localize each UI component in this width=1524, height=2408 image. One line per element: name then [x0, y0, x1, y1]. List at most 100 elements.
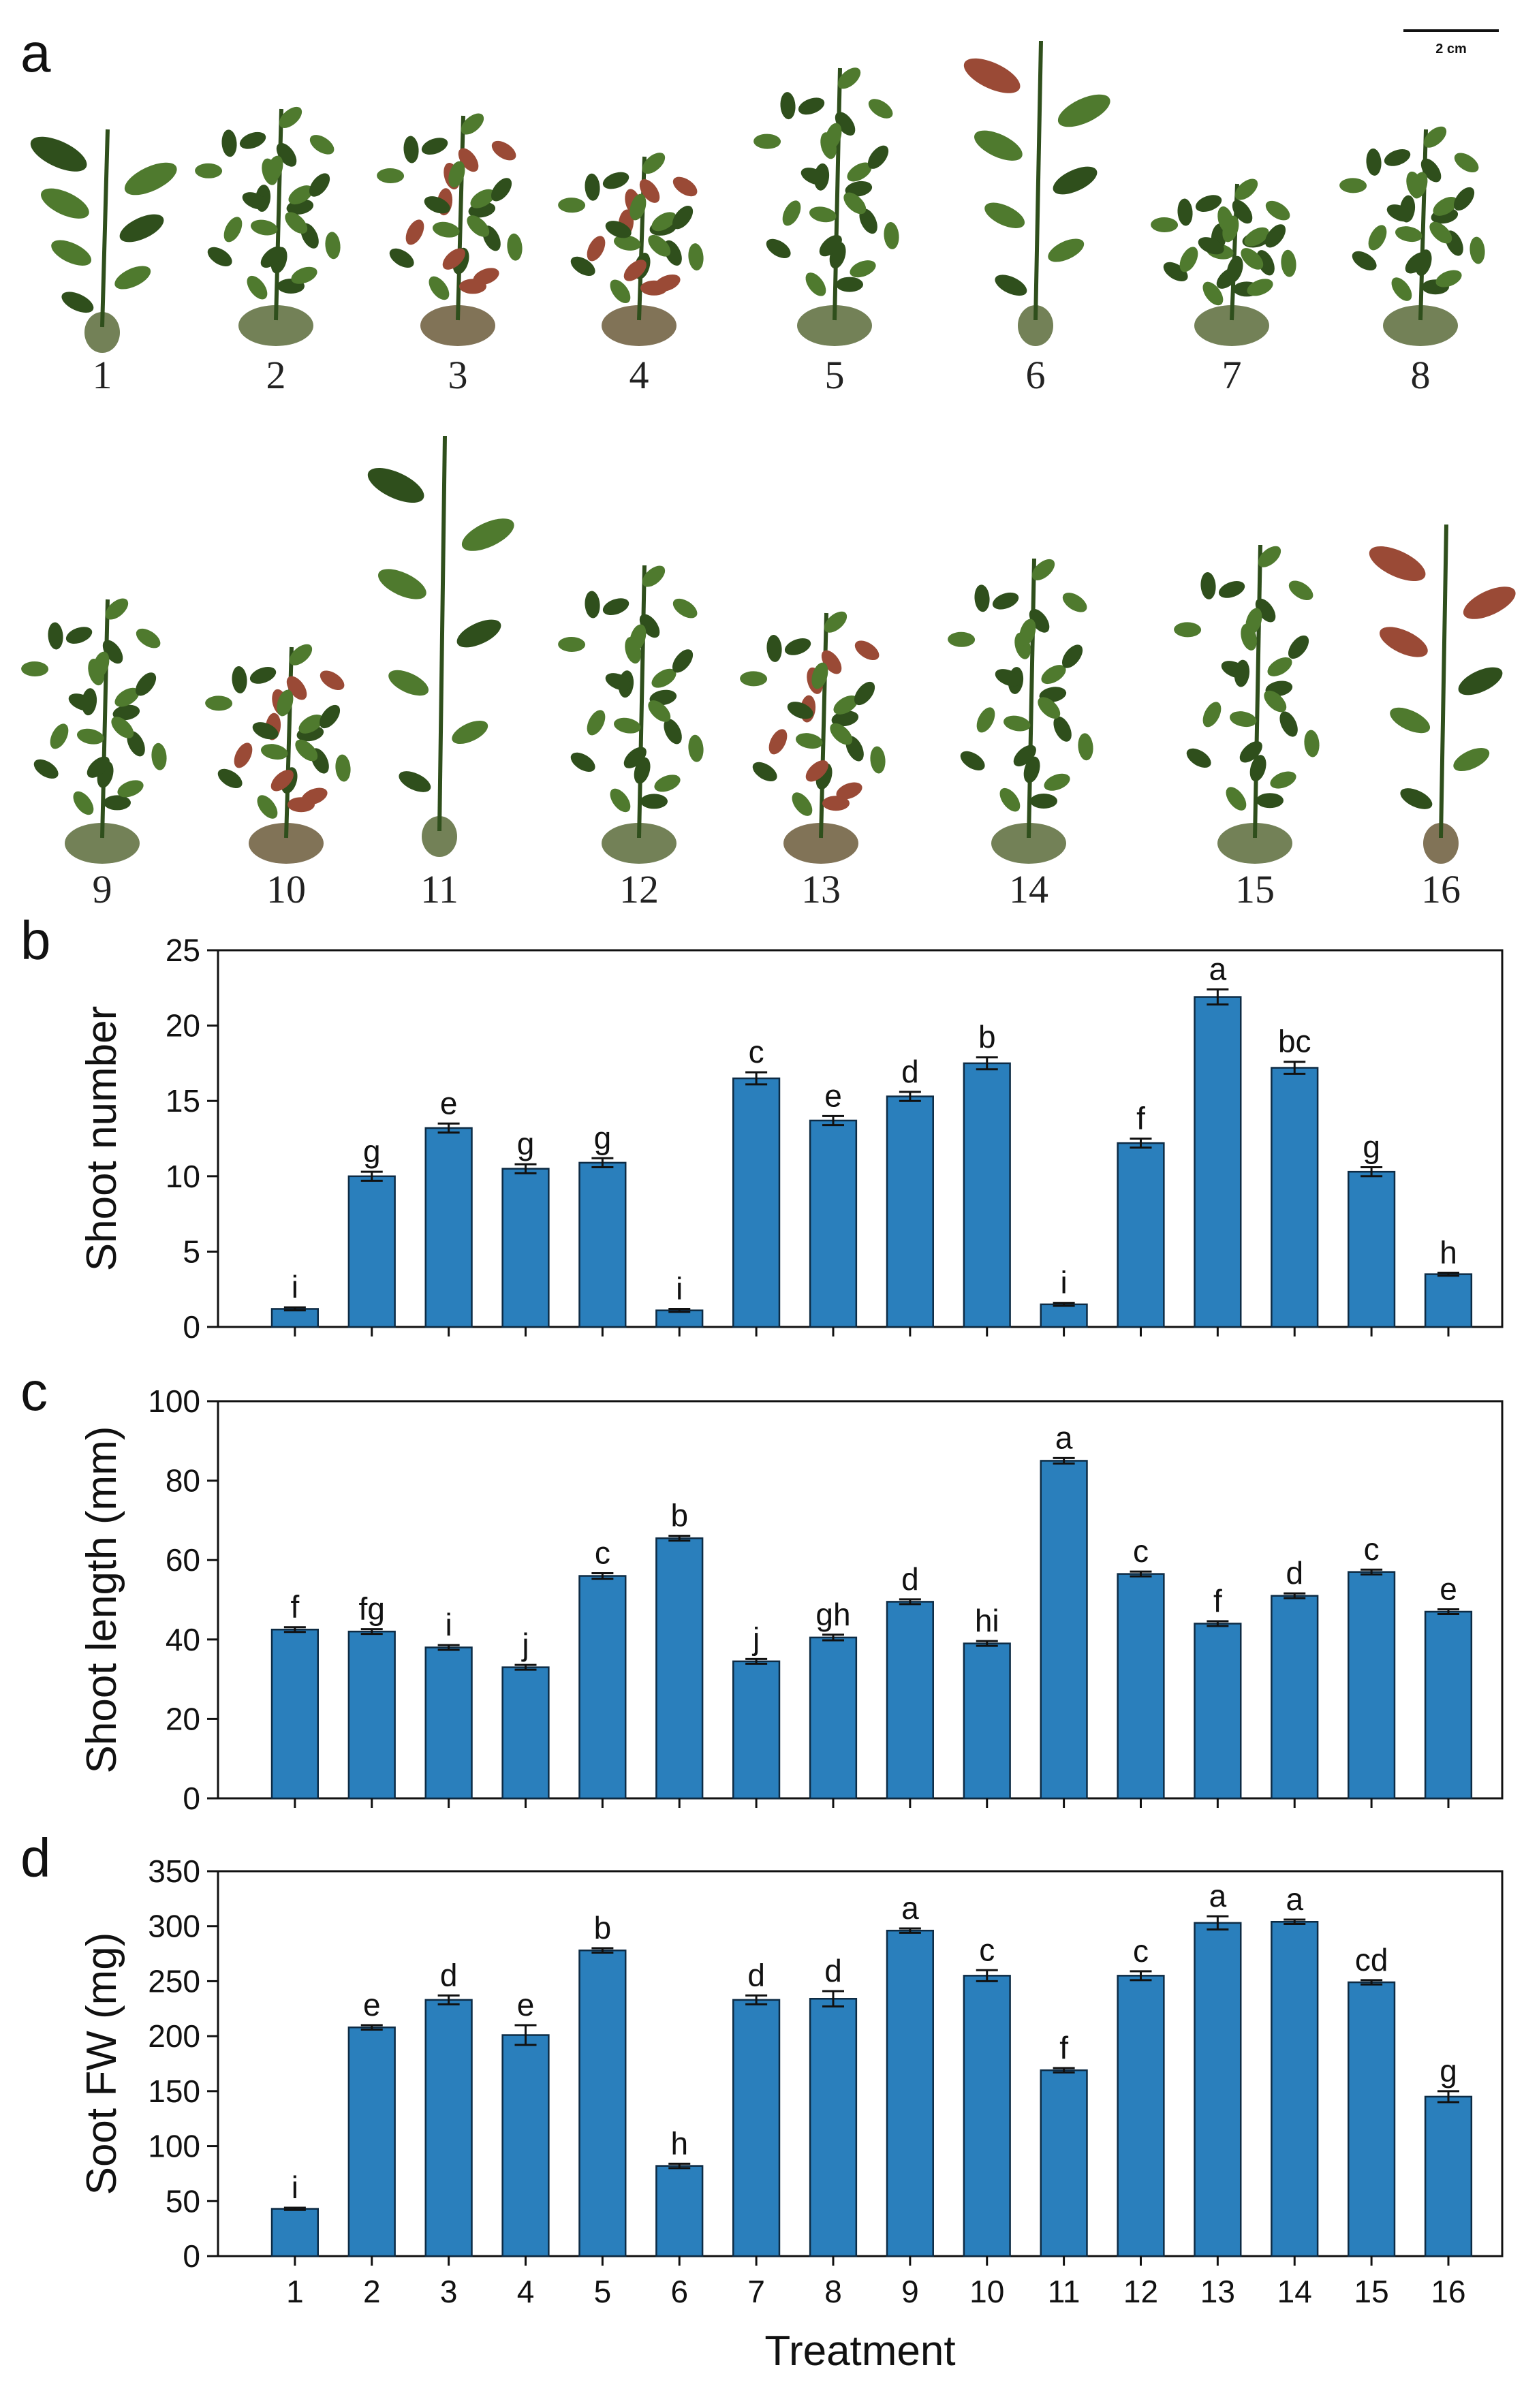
plant-leaf: [1270, 771, 1296, 789]
plant-leaf: [205, 695, 233, 711]
plant-base: [1217, 823, 1292, 864]
bar-2: [347, 1630, 396, 1800]
bar-11: [1040, 1460, 1088, 1800]
plant-leaf: [124, 162, 177, 196]
y-tick-label: 200: [148, 2018, 200, 2054]
plant-leaf: [1232, 200, 1253, 224]
plant-leaf: [1395, 226, 1422, 243]
plant-leaf: [850, 260, 876, 278]
plant-leaf: [995, 669, 1021, 687]
plant-leaf: [473, 268, 499, 285]
panel-d-letter: d: [20, 1828, 51, 1888]
plant-leaf: [1279, 711, 1298, 737]
plant-leaf: [974, 584, 990, 612]
plant-leaf: [672, 649, 694, 673]
plant-leaf: [1019, 619, 1036, 646]
plant-leaf: [114, 266, 151, 290]
plant-leaf: [1048, 238, 1085, 262]
plant-leaf: [114, 687, 140, 707]
plant-leaf: [73, 791, 94, 815]
significance-letter: i: [1060, 1265, 1067, 1300]
plant-leaf: [257, 795, 278, 819]
plant-label-14: 14: [1009, 867, 1048, 911]
x-tick-label: 1: [286, 2274, 304, 2309]
plant-label-8: 8: [1411, 353, 1431, 397]
plant-base: [1194, 305, 1269, 346]
significance-letter: gh: [815, 1597, 850, 1632]
plant-leaf: [1041, 665, 1066, 685]
plant-leaf: [672, 206, 694, 230]
plant-leaf: [403, 136, 419, 163]
plant-leaf: [859, 208, 877, 234]
plant-leaf: [825, 123, 842, 150]
plant-leaf: [65, 627, 93, 644]
plant-leaf: [21, 661, 49, 676]
plant-leaf: [651, 668, 677, 688]
plant-leaf: [1249, 755, 1266, 782]
plant-leaf: [1239, 741, 1262, 763]
plant-leaf: [33, 759, 59, 779]
x-tick-label: 6: [670, 2274, 688, 2309]
plant-leaf: [1258, 546, 1281, 567]
plant-leaf: [648, 700, 671, 722]
bar-15: [1348, 1571, 1396, 1800]
plant-label-6: 6: [1026, 353, 1046, 397]
plant-leaf: [805, 272, 826, 296]
significance-letter: c: [595, 1535, 610, 1570]
y-tick-label: 60: [166, 1542, 200, 1578]
plant-label-11: 11: [420, 867, 458, 911]
significance-letter: g: [363, 1133, 381, 1169]
y-tick-label: 100: [148, 1383, 200, 1419]
bar-4: [501, 1666, 550, 1800]
y-tick-label: 350: [148, 1854, 200, 1889]
plant-leaf: [984, 202, 1025, 228]
plant-leaf: [1186, 748, 1211, 768]
plant-leaf: [1453, 747, 1490, 772]
bar-9: [886, 1601, 934, 1800]
plant-leaf: [1151, 217, 1179, 232]
plant-stem: [833, 67, 842, 321]
significance-letter: e: [517, 1987, 535, 2022]
plant-11: 11: [367, 435, 514, 911]
significance-letter: hi: [975, 1603, 999, 1638]
significance-letter: i: [292, 2170, 298, 2205]
plant-leaf: [1179, 247, 1198, 272]
significance-letter: g: [1440, 2053, 1457, 2089]
plant-leaf: [378, 569, 426, 599]
plant-leaf: [1420, 158, 1442, 183]
plant-leaf: [467, 215, 490, 237]
plant-leaf: [837, 67, 861, 89]
plant-leaf: [442, 248, 465, 270]
plant-leaf: [117, 780, 144, 798]
bar-5: [578, 1575, 627, 1800]
significance-letter: c: [749, 1034, 764, 1069]
significance-letter: e: [363, 1987, 381, 2022]
plant-leaf: [639, 179, 660, 203]
plant-leaf: [51, 240, 92, 266]
x-tick-label: 16: [1431, 2274, 1465, 2309]
plant-leaf: [623, 747, 647, 768]
plant-leaf: [1288, 635, 1309, 659]
significance-letter: a: [901, 1890, 919, 1926]
significance-letter: c: [979, 1932, 995, 1967]
bar-5: [578, 1949, 627, 2257]
plant-leaf: [1030, 794, 1057, 809]
plant-leaf: [613, 717, 641, 734]
plant-leaf: [1057, 94, 1110, 127]
significance-letter: c: [1133, 1933, 1149, 1969]
plant-leaf: [570, 752, 595, 772]
bar-16: [1424, 1273, 1473, 1328]
x-tick-label: 15: [1354, 2274, 1389, 2309]
panel-a-letter: a: [20, 22, 51, 83]
plant-leaf: [642, 153, 666, 174]
bar-16: [1424, 1610, 1473, 1800]
bar-4: [501, 1168, 550, 1328]
plant-leaf: [766, 238, 791, 258]
plant-leaf: [623, 260, 647, 281]
plant-leaf: [1256, 250, 1275, 276]
plant-leaf: [836, 277, 863, 292]
plant-leaf: [217, 768, 243, 788]
plant-leaf: [61, 292, 94, 313]
plant-leaf: [1244, 227, 1269, 247]
plant-base: [602, 823, 677, 864]
